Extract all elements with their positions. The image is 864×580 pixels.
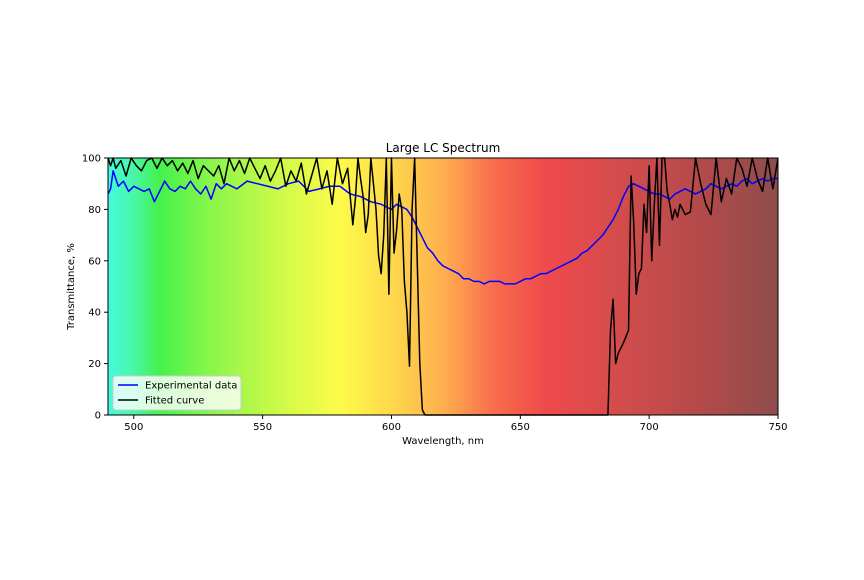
x-tick-label: 750 (768, 422, 787, 433)
y-tick-label: 0 (95, 411, 101, 422)
x-axis: 500 550 600 650 700 750 (124, 415, 788, 433)
y-tick-label: 60 (88, 256, 101, 267)
y-tick-label: 20 (88, 359, 101, 370)
x-tick-label: 500 (124, 422, 143, 433)
series-layer (108, 157, 778, 416)
y-tick-label: 100 (82, 154, 101, 165)
y-tick-label: 80 (88, 205, 101, 216)
y-axis: 0 20 40 60 80 100 (82, 154, 108, 422)
x-tick-label: 700 (640, 422, 659, 433)
legend-label-1: Fitted curve (145, 396, 204, 407)
legend: Experimental data Fitted curve (112, 375, 242, 411)
series-line-1 (108, 157, 778, 416)
legend-box (112, 375, 242, 411)
x-tick-label: 650 (511, 422, 530, 433)
spectrum-background (108, 158, 778, 415)
x-tick-label: 550 (253, 422, 272, 433)
y-axis-label: Transmittance, % (66, 243, 77, 331)
y-tick-label: 40 (88, 308, 101, 319)
legend-label-0: Experimental data (145, 381, 237, 392)
series-line-0 (108, 170, 778, 285)
chart-title: Large LC Spectrum (386, 141, 501, 155)
plot-frame (107, 157, 779, 416)
x-axis-label: Wavelength, nm (402, 436, 484, 447)
x-tick-label: 600 (382, 422, 401, 433)
